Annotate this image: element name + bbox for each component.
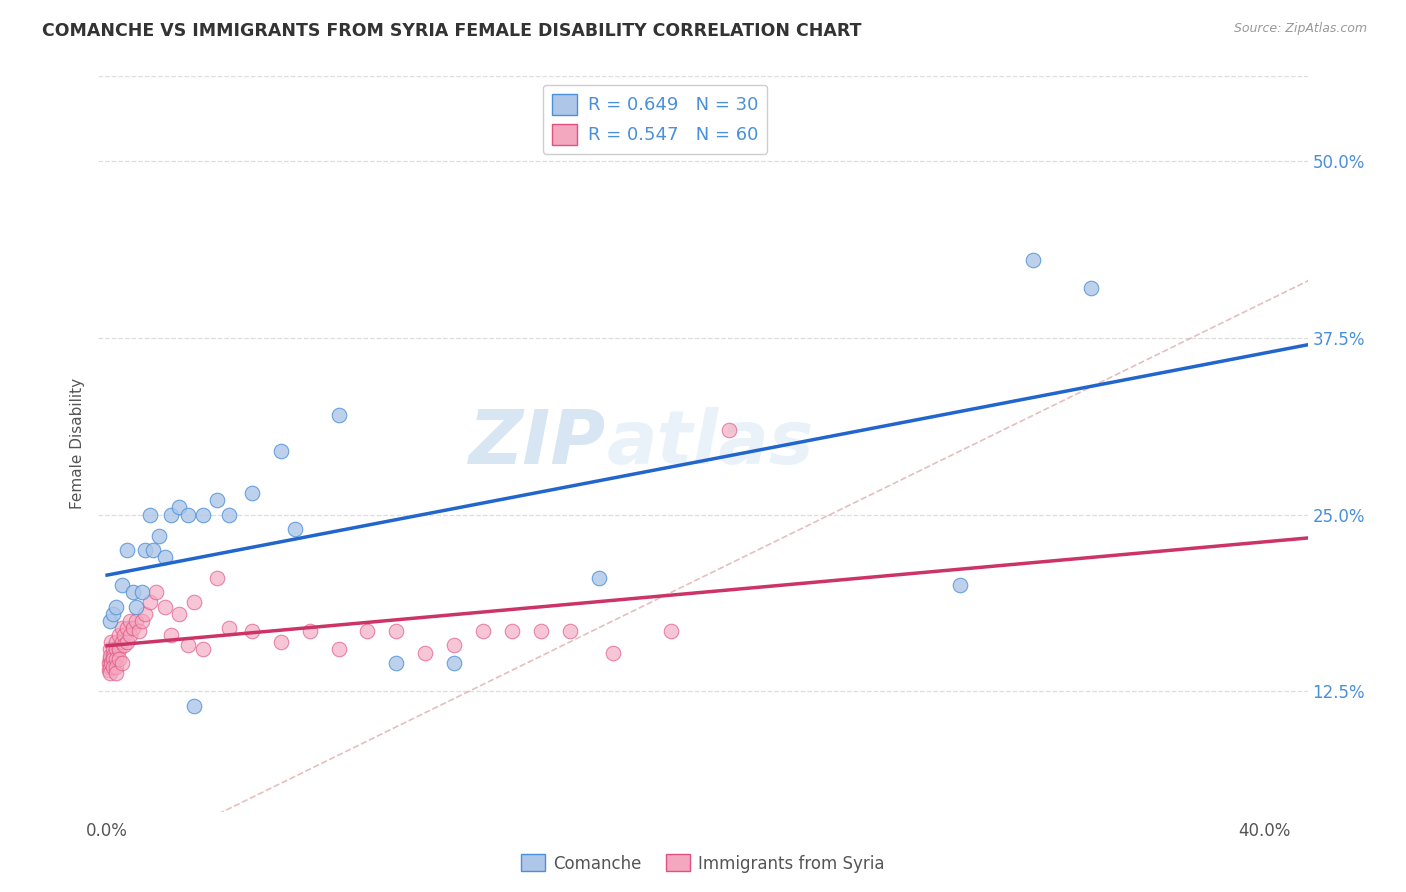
Point [385, 656, 408, 670]
Point [104, 652, 127, 666]
Legend: R = 0.649   N = 30, R = 0.547   N = 60: R = 0.649 N = 30, R = 0.547 N = 60 [543, 85, 768, 153]
Point [110, 578, 132, 592]
Point [183, 595, 205, 609]
Point [101, 642, 124, 657]
Point [205, 571, 228, 585]
Point [117, 542, 139, 557]
Point [104, 660, 127, 674]
Point [558, 624, 581, 638]
Point [443, 656, 465, 670]
Point [413, 646, 436, 660]
Point [122, 621, 145, 635]
Point [205, 493, 228, 508]
Point [98, 660, 121, 674]
Point [602, 646, 624, 660]
Point [153, 599, 176, 614]
Point [328, 642, 350, 657]
Point [183, 698, 205, 713]
Text: atlas: atlas [606, 408, 814, 480]
Point [240, 624, 263, 638]
Point [125, 599, 148, 614]
Point [385, 624, 408, 638]
Point [145, 585, 167, 599]
Y-axis label: Female Disability: Female Disability [70, 378, 86, 509]
Point [139, 595, 162, 609]
Point [117, 635, 139, 649]
Point [718, 423, 741, 437]
Point [284, 522, 307, 536]
Text: ZIP: ZIP [470, 408, 606, 480]
Point [139, 508, 162, 522]
Point [218, 621, 240, 635]
Point [191, 508, 214, 522]
Point [1080, 281, 1102, 295]
Point [148, 529, 170, 543]
Point [114, 628, 136, 642]
Point [218, 508, 240, 522]
Point [98, 652, 121, 666]
Point [949, 578, 972, 592]
Point [110, 656, 132, 670]
Point [104, 599, 127, 614]
Point [107, 652, 129, 666]
Point [101, 660, 124, 674]
Point [501, 624, 523, 638]
Point [98, 642, 121, 657]
Point [659, 624, 682, 638]
Point [110, 635, 132, 649]
Point [97, 656, 120, 670]
Point [191, 642, 214, 657]
Point [101, 652, 124, 666]
Point [270, 635, 292, 649]
Point [100, 656, 122, 670]
Point [101, 648, 124, 663]
Point [153, 549, 176, 564]
Point [100, 635, 122, 649]
Point [1022, 252, 1045, 267]
Point [101, 607, 124, 621]
Point [104, 666, 127, 681]
Point [177, 638, 200, 652]
Point [98, 648, 121, 663]
Point [134, 607, 156, 621]
Point [107, 642, 129, 657]
Point [142, 542, 165, 557]
Point [122, 585, 145, 599]
Point [443, 638, 465, 652]
Point [159, 628, 181, 642]
Point [104, 635, 127, 649]
Text: Source: ZipAtlas.com: Source: ZipAtlas.com [1233, 22, 1367, 36]
Point [131, 585, 153, 599]
Point [530, 624, 553, 638]
Point [120, 628, 142, 642]
Text: COMANCHE VS IMMIGRANTS FROM SYRIA FEMALE DISABILITY CORRELATION CHART: COMANCHE VS IMMIGRANTS FROM SYRIA FEMALE… [42, 22, 862, 40]
Point [472, 624, 495, 638]
Point [134, 542, 156, 557]
Point [298, 624, 321, 638]
Point [117, 621, 139, 635]
Point [169, 500, 191, 515]
Point [104, 642, 127, 657]
Point [356, 624, 378, 638]
Point [107, 628, 129, 642]
Point [128, 624, 150, 638]
Point [588, 571, 610, 585]
Point [114, 638, 136, 652]
Point [98, 663, 121, 677]
Legend: Comanche, Immigrants from Syria: Comanche, Immigrants from Syria [515, 847, 891, 880]
Point [240, 486, 263, 500]
Point [98, 614, 121, 628]
Point [169, 607, 191, 621]
Point [328, 409, 350, 423]
Point [131, 614, 153, 628]
Point [177, 508, 200, 522]
Point [270, 443, 292, 458]
Point [98, 666, 121, 681]
Point [110, 621, 132, 635]
Point [125, 614, 148, 628]
Point [120, 614, 142, 628]
Point [159, 508, 181, 522]
